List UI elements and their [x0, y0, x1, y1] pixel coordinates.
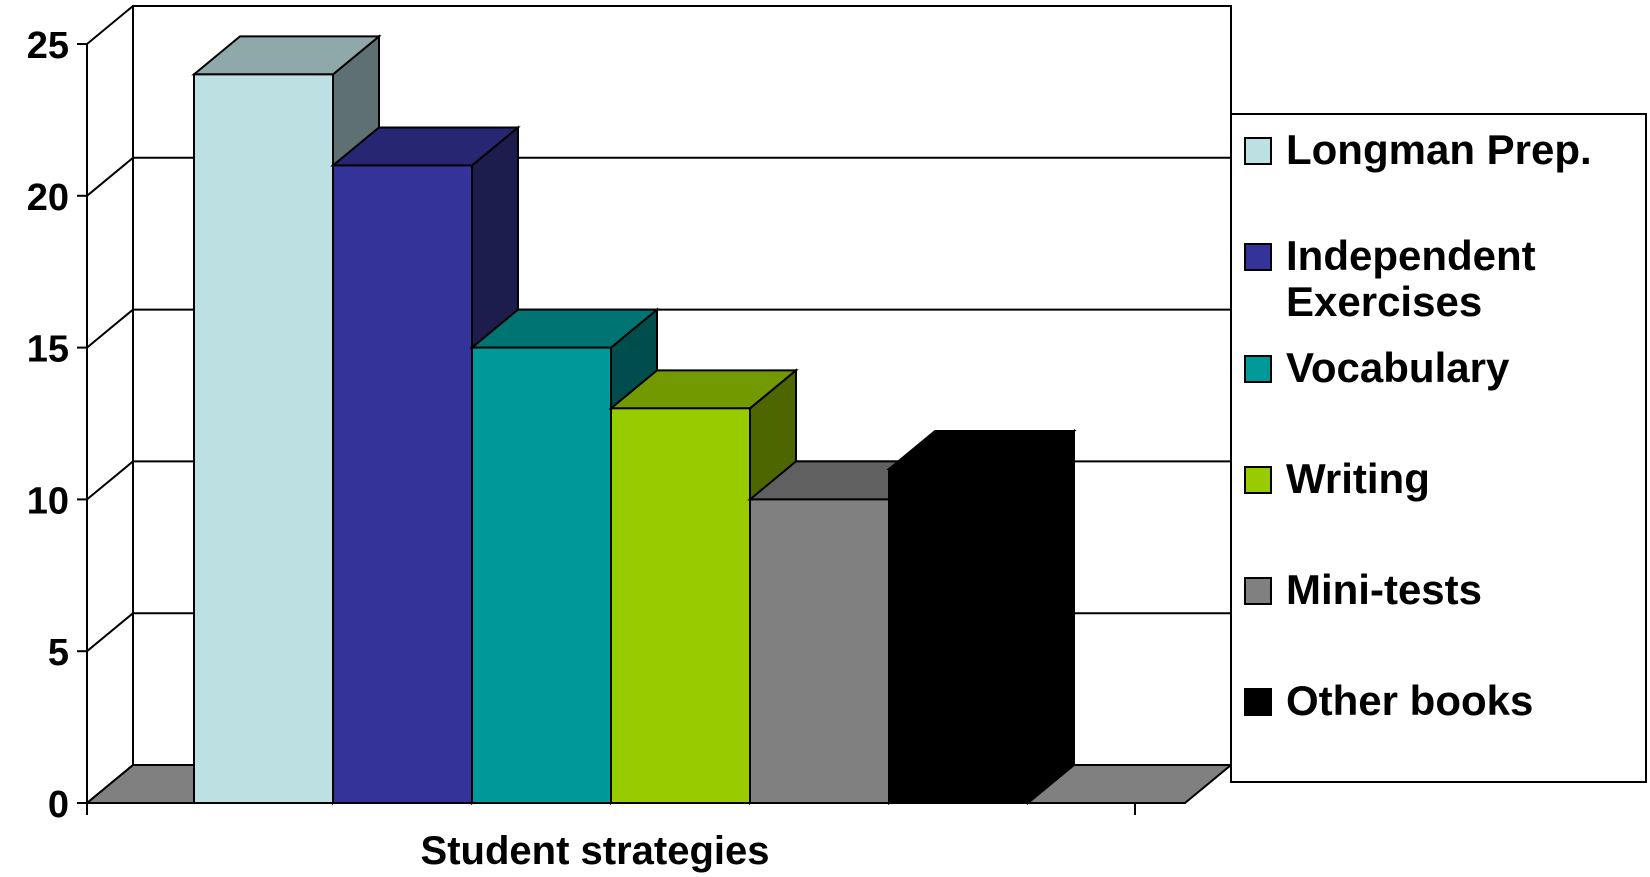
legend-label: Writing — [1286, 455, 1430, 502]
bar-front — [888, 468, 1029, 804]
bar-front — [610, 407, 751, 804]
legend-item: Mini-tests — [1244, 567, 1626, 613]
legend-swatch — [1244, 137, 1272, 165]
legend-item: Vocabulary — [1244, 345, 1626, 391]
y-tick-label: 5 — [48, 632, 69, 674]
bar-front — [193, 73, 334, 805]
legend-label: Vocabulary — [1286, 344, 1510, 391]
y-tick-label: 15 — [27, 329, 69, 371]
y-tick-label: 25 — [27, 25, 69, 67]
legend-swatch — [1244, 355, 1272, 383]
legend-swatch — [1244, 577, 1272, 605]
x-axis-label: Student strategies — [421, 829, 770, 873]
legend-item: Independent Exercises — [1244, 233, 1626, 325]
gridline-diagonal — [86, 308, 134, 349]
legend-item: Other books — [1244, 678, 1626, 724]
legend: Longman Prep. Independent Exercises Voca… — [1230, 113, 1647, 783]
legend-swatch — [1244, 688, 1272, 716]
legend-label: Independent Exercises — [1286, 232, 1536, 325]
bar-front — [332, 164, 473, 804]
legend-label: Longman Prep. — [1286, 126, 1592, 173]
y-tick-label: 20 — [27, 177, 69, 219]
bar-front — [471, 346, 612, 804]
legend-item: Longman Prep. — [1244, 127, 1626, 173]
legend-item: Writing — [1244, 456, 1626, 502]
gridline-diagonal — [86, 612, 134, 652]
gridline-diagonal — [86, 460, 134, 501]
bar-other-books — [886, 428, 1077, 806]
gridline-diagonal — [86, 157, 134, 197]
bars — [191, 34, 1077, 806]
bar-front — [749, 498, 890, 804]
y-tick-label: 10 — [27, 480, 69, 522]
bar-side — [1027, 428, 1075, 806]
y-tick-label: 0 — [48, 784, 69, 826]
gridline-diagonal — [86, 5, 134, 45]
legend-label: Mini-tests — [1286, 566, 1483, 613]
legend-swatch — [1244, 243, 1272, 271]
legend-swatch — [1244, 466, 1272, 494]
gridline-diagonal — [86, 764, 134, 804]
legend-label: Other books — [1286, 677, 1534, 724]
y-tick-labels: 0 5 10 15 20 25 — [27, 25, 69, 826]
